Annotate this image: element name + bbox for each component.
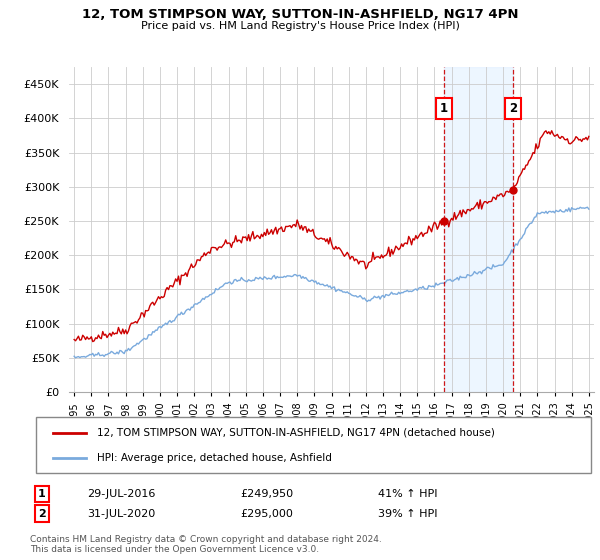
Text: 2: 2 — [509, 102, 517, 115]
Text: 31-JUL-2020: 31-JUL-2020 — [87, 508, 155, 519]
Text: 12, TOM STIMPSON WAY, SUTTON-IN-ASHFIELD, NG17 4PN: 12, TOM STIMPSON WAY, SUTTON-IN-ASHFIELD… — [82, 8, 518, 21]
Text: Price paid vs. HM Land Registry's House Price Index (HPI): Price paid vs. HM Land Registry's House … — [140, 21, 460, 31]
Text: 39% ↑ HPI: 39% ↑ HPI — [378, 508, 437, 519]
Text: 29-JUL-2016: 29-JUL-2016 — [87, 489, 155, 499]
Text: Contains HM Land Registry data © Crown copyright and database right 2024.
This d: Contains HM Land Registry data © Crown c… — [30, 535, 382, 554]
Text: 1: 1 — [440, 102, 448, 115]
Bar — [444, 67, 513, 392]
Text: £249,950: £249,950 — [240, 489, 293, 499]
Text: HPI: Average price, detached house, Ashfield: HPI: Average price, detached house, Ashf… — [97, 452, 332, 463]
Text: 1: 1 — [38, 489, 46, 499]
Text: 41% ↑ HPI: 41% ↑ HPI — [378, 489, 437, 499]
Text: £295,000: £295,000 — [240, 508, 293, 519]
Text: 12, TOM STIMPSON WAY, SUTTON-IN-ASHFIELD, NG17 4PN (detached house): 12, TOM STIMPSON WAY, SUTTON-IN-ASHFIELD… — [97, 428, 495, 438]
FancyBboxPatch shape — [36, 417, 591, 473]
Text: 2: 2 — [38, 508, 46, 519]
